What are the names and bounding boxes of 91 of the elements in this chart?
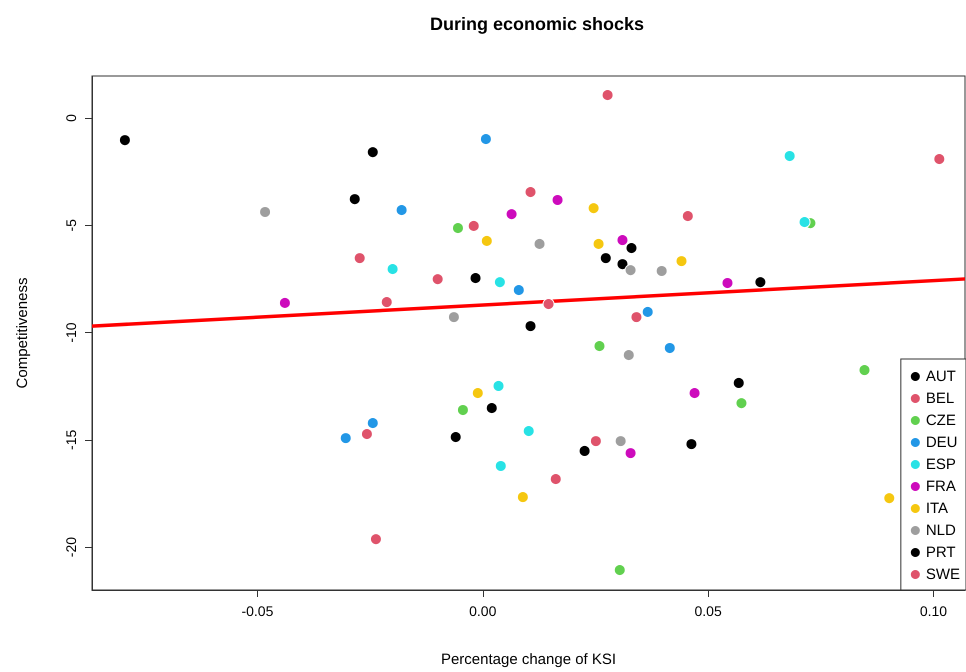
point [685,438,698,450]
point [550,473,562,486]
x-axis-title: Percentage change of KSI [440,651,616,668]
point [468,220,480,232]
legend-label: DEU [926,434,958,451]
point [642,306,654,318]
point [340,432,352,444]
point [480,133,492,146]
legend-label: ESP [926,456,956,473]
point [630,311,642,324]
point [625,242,638,254]
point [721,277,734,290]
point [492,380,505,392]
x-tick-label: 0.00 [469,603,497,619]
point [656,265,668,277]
point [616,258,628,270]
point [534,238,546,250]
legend-label: CZE [926,412,956,429]
point [494,460,507,472]
point [432,273,444,286]
point [278,296,291,309]
point [386,263,399,276]
point [506,208,518,220]
point [542,298,555,310]
point [396,204,408,216]
y-tick-label: -5 [63,218,79,232]
point [664,342,676,354]
point [259,206,272,218]
point [798,216,811,228]
point [522,425,535,438]
point [592,238,605,250]
point [494,276,506,288]
point [688,387,701,400]
point [486,402,498,414]
point [524,320,537,332]
point [448,311,460,324]
y-tick-label: -10 [63,322,79,343]
point [366,417,379,430]
point [614,564,626,576]
legend-label: FRA [926,478,956,495]
point [118,134,131,146]
point [624,264,637,276]
y-tick-label: -20 [63,536,79,558]
y-tick-label: -15 [63,430,79,450]
point [470,272,482,284]
point [370,533,382,546]
point [600,252,612,264]
legend-label: NLD [926,522,956,539]
legend-label: BEL [926,390,954,407]
point [735,397,748,410]
legend-label: AUT [926,368,956,385]
point [616,234,628,246]
point [354,252,366,264]
x-tick-label: 0.05 [694,603,722,619]
point [883,492,896,504]
legend-label: SWE [926,566,960,583]
point [754,276,766,288]
point [590,435,602,448]
point [472,387,484,400]
point [512,284,525,296]
point [452,222,464,234]
point [624,447,637,460]
x-tick-label: -0.05 [241,603,274,619]
point [933,153,946,166]
point [360,428,373,440]
point [588,202,600,214]
point [552,194,564,206]
y-tick-label: 0 [63,114,79,122]
point [456,404,469,416]
point [516,491,529,504]
point [614,435,627,448]
point [858,364,870,376]
point [593,340,606,352]
chart-title: During economic shocks [430,14,644,34]
legend-label: ITA [926,500,948,517]
point [380,296,393,308]
y-axis-title: Competitiveness [14,278,31,388]
point [480,234,493,247]
x-tick-label: 0.10 [920,603,948,619]
point [366,146,379,158]
point [524,186,537,198]
legend-label: PRT [926,544,956,561]
point [622,349,635,362]
point [348,193,361,206]
point [784,150,796,162]
point [578,444,591,457]
point [450,431,462,444]
point [682,210,694,222]
point [676,255,688,268]
point [732,376,745,389]
point [602,89,614,102]
